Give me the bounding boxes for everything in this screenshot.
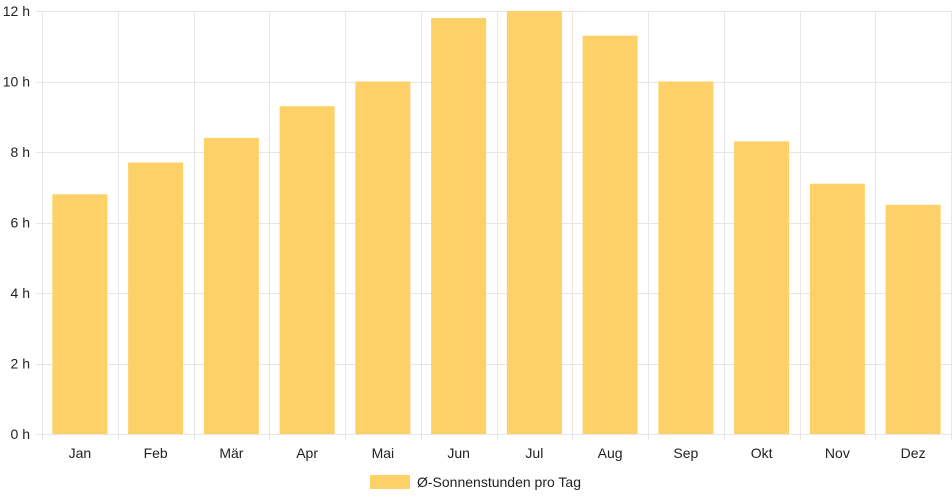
bar[interactable] [52,194,108,434]
x-tick-label: Dez [901,445,926,461]
x-tick-label: Apr [296,445,318,461]
bar[interactable] [203,137,259,434]
bar[interactable] [885,204,941,434]
y-tick-label: 2 h [11,356,30,372]
bar[interactable] [355,81,411,435]
bar[interactable] [506,11,562,434]
x-tick-label: Jan [69,445,92,461]
y-tick-label: 4 h [11,285,30,301]
bar[interactable] [658,81,714,435]
x-tick-label: Mär [219,445,243,461]
x-tick-label: Okt [751,445,773,461]
bar[interactable] [734,141,790,435]
y-tick-label: 0 h [11,426,30,442]
x-tick-label: Nov [825,445,850,461]
x-tick-label: Jul [525,445,543,461]
bar[interactable] [279,106,335,435]
legend-swatch[interactable] [370,475,410,489]
y-tick-label: 10 h [3,74,30,90]
bar[interactable] [431,18,487,435]
legend-label[interactable]: Ø-Sonnenstunden pro Tag [417,474,581,490]
x-axis: Jan Feb Mär Apr Mai Jun Jul Aug Sep Okt Nov Dez [69,445,926,461]
x-tick-label: Feb [144,445,168,461]
grid-layer [36,11,952,440]
x-tick-label: Mai [372,445,395,461]
bar[interactable] [128,162,184,434]
y-tick-label: 12 h [3,3,30,19]
bar[interactable] [582,35,638,435]
bar-layer [52,11,941,435]
bar[interactable] [809,183,865,434]
x-tick-label: Jun [447,445,470,461]
y-axis: 0 h 2 h 4 h 6 h 8 h 10 h 12 h [3,3,30,442]
legend[interactable]: Ø-Sonnenstunden pro Tag [370,474,581,490]
y-tick-label: 8 h [11,144,30,160]
y-tick-label: 6 h [11,215,30,231]
x-tick-label: Sep [673,445,698,461]
x-tick-label: Aug [598,445,623,461]
